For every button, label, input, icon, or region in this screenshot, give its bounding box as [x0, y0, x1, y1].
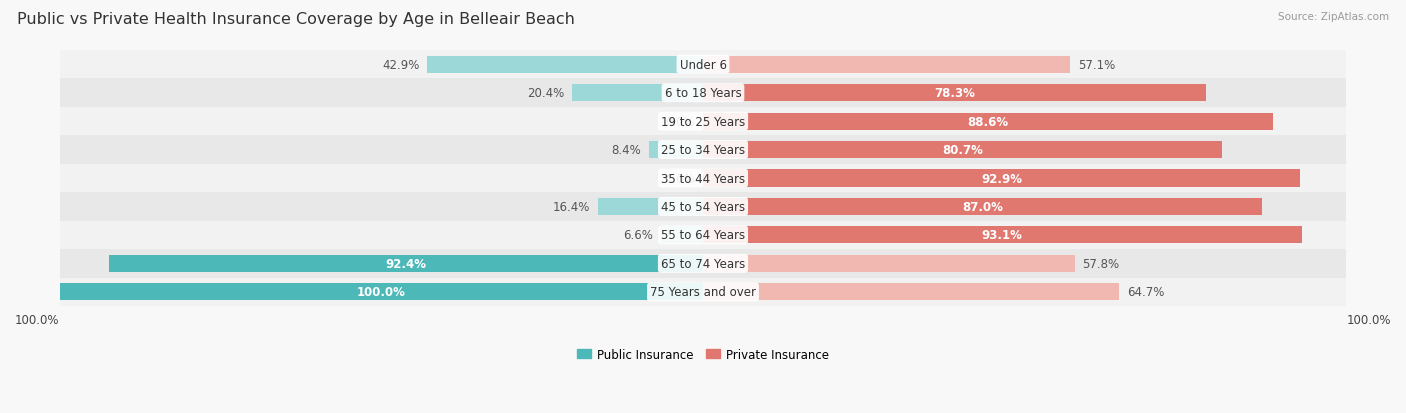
Text: 64.7%: 64.7% — [1126, 286, 1164, 299]
Bar — [60, 79, 1346, 108]
Text: 45 to 54 Years: 45 to 54 Years — [661, 200, 745, 214]
Text: 6 to 18 Years: 6 to 18 Years — [665, 87, 741, 100]
Bar — [427, 57, 703, 74]
Bar — [108, 255, 703, 272]
Text: 20.4%: 20.4% — [527, 87, 564, 100]
Text: 8.4%: 8.4% — [612, 144, 641, 157]
Bar — [572, 85, 703, 102]
Text: Public vs Private Health Insurance Coverage by Age in Belleair Beach: Public vs Private Health Insurance Cover… — [17, 12, 575, 27]
Text: 25 to 34 Years: 25 to 34 Years — [661, 144, 745, 157]
Text: 65 to 74 Years: 65 to 74 Years — [661, 257, 745, 270]
Text: 0.0%: 0.0% — [665, 172, 696, 185]
Text: 75 Years and over: 75 Years and over — [650, 286, 756, 299]
Text: 100.0%: 100.0% — [15, 313, 59, 326]
Bar — [60, 278, 1346, 306]
Bar — [60, 193, 1346, 221]
Text: 88.6%: 88.6% — [967, 115, 1008, 128]
Bar — [703, 170, 1301, 187]
Text: 87.0%: 87.0% — [962, 200, 1002, 214]
Text: 57.1%: 57.1% — [1078, 59, 1115, 71]
Text: 57.8%: 57.8% — [1083, 257, 1119, 270]
Text: 80.7%: 80.7% — [942, 144, 983, 157]
Text: 6.6%: 6.6% — [623, 229, 652, 242]
Bar — [703, 85, 1206, 102]
Bar — [703, 255, 1074, 272]
Bar — [703, 142, 1222, 159]
Bar — [598, 199, 703, 216]
Text: 93.1%: 93.1% — [981, 229, 1022, 242]
Text: 19 to 25 Years: 19 to 25 Years — [661, 115, 745, 128]
Bar — [60, 249, 1346, 278]
Text: 16.4%: 16.4% — [553, 200, 591, 214]
Text: 35 to 44 Years: 35 to 44 Years — [661, 172, 745, 185]
Bar — [60, 284, 703, 301]
Text: Source: ZipAtlas.com: Source: ZipAtlas.com — [1278, 12, 1389, 22]
Bar — [661, 227, 703, 244]
Bar — [650, 142, 703, 159]
Text: 0.0%: 0.0% — [665, 115, 696, 128]
Bar — [703, 57, 1070, 74]
Text: 92.9%: 92.9% — [981, 172, 1022, 185]
Legend: Public Insurance, Private Insurance: Public Insurance, Private Insurance — [578, 348, 828, 361]
Bar — [703, 227, 1302, 244]
Bar — [703, 199, 1263, 216]
Bar — [60, 108, 1346, 136]
Bar — [60, 51, 1346, 79]
Text: 42.9%: 42.9% — [382, 59, 419, 71]
Text: 92.4%: 92.4% — [385, 257, 426, 270]
Text: Under 6: Under 6 — [679, 59, 727, 71]
Text: 100.0%: 100.0% — [1347, 313, 1391, 326]
Text: 55 to 64 Years: 55 to 64 Years — [661, 229, 745, 242]
Bar — [703, 284, 1119, 301]
Bar — [60, 136, 1346, 164]
Bar — [60, 164, 1346, 193]
Bar — [60, 221, 1346, 249]
Text: 100.0%: 100.0% — [357, 286, 406, 299]
Text: 78.3%: 78.3% — [935, 87, 976, 100]
Bar — [703, 113, 1272, 131]
